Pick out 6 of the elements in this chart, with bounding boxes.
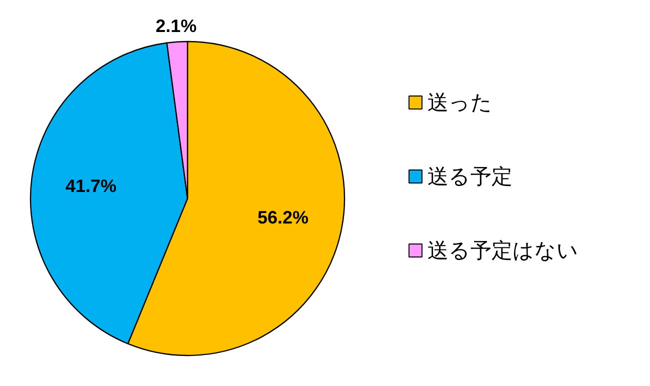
legend-label: 送る予定 — [428, 164, 512, 188]
legend-label: 送る予定はない — [428, 238, 578, 262]
data-label: 41.7% — [65, 176, 116, 196]
data-label: 2.1% — [156, 16, 197, 36]
data-label: 56.2% — [257, 207, 309, 228]
legend-label: 送った — [428, 90, 492, 114]
